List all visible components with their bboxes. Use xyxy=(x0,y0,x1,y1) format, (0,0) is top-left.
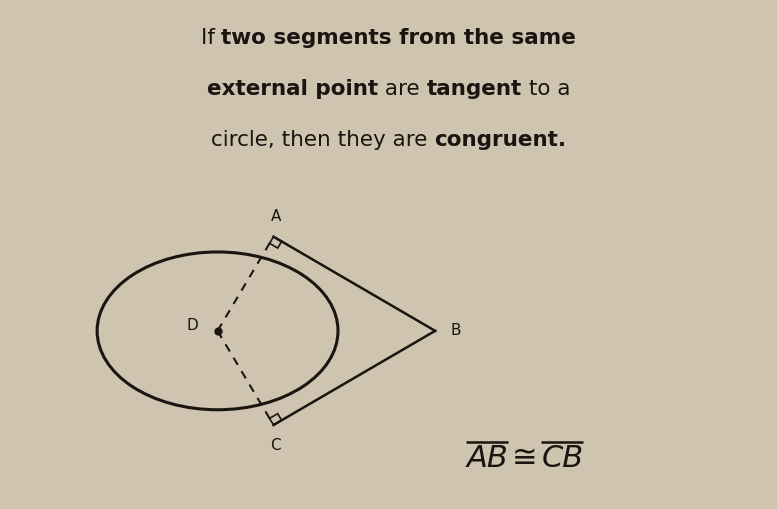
Text: two segments from the same: two segments from the same xyxy=(221,28,577,48)
Text: tangent: tangent xyxy=(427,79,521,99)
Text: to a: to a xyxy=(521,79,570,99)
Text: A: A xyxy=(270,209,281,224)
Text: ≅: ≅ xyxy=(512,444,538,473)
Text: AB: AB xyxy=(466,444,508,473)
Text: C: C xyxy=(270,438,281,453)
Text: CB: CB xyxy=(542,444,584,473)
Text: B: B xyxy=(451,323,462,338)
Text: external point: external point xyxy=(207,79,378,99)
Text: If: If xyxy=(200,28,221,48)
Text: circle, then they are: circle, then they are xyxy=(211,130,434,150)
Text: congruent.: congruent. xyxy=(434,130,566,150)
Text: are: are xyxy=(378,79,427,99)
Text: D: D xyxy=(186,318,198,333)
